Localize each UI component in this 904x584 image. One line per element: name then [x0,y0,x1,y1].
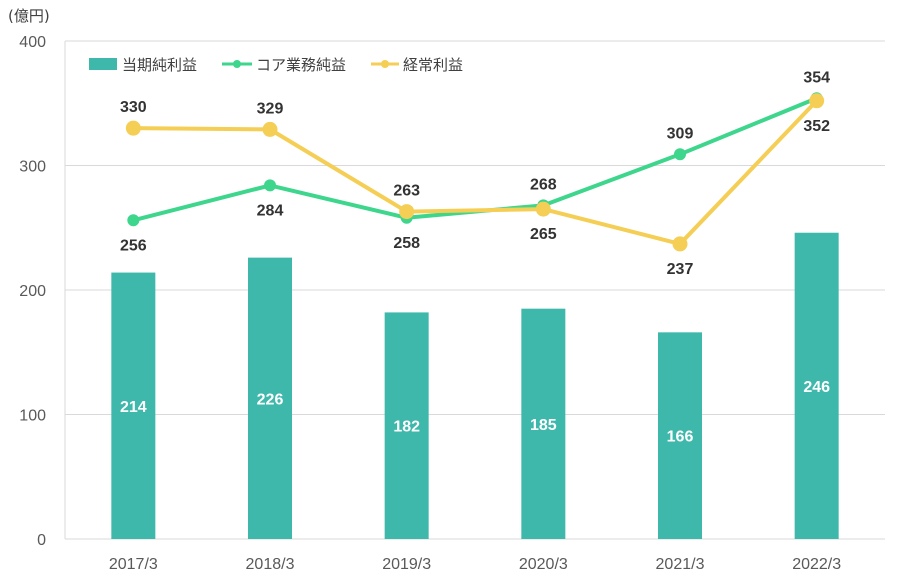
core-profit-marker [127,214,140,227]
x-tick-label: 2018/3 [246,556,295,573]
bar [384,312,429,539]
legend-label-net-income: 当期純利益 [122,56,197,74]
bar-value-label: 185 [530,417,557,434]
line-series [125,92,825,252]
y-tick-label: 200 [19,283,46,300]
ordinary-profit-value-label: 265 [530,226,557,243]
y-tick-label: 400 [19,34,46,51]
core-profit-value-label: 284 [257,202,284,219]
legend-swatch-ordinary-marker [381,60,389,68]
x-tick-label: 2021/3 [656,556,705,573]
ordinary-profit-value-label: 352 [803,118,830,135]
unit-label: (億円) [8,7,50,25]
ordinary-profit-value-label: 263 [393,183,420,200]
y-tick-label: 100 [19,408,46,425]
y-tick-label: 300 [19,159,46,176]
bar [111,272,156,539]
x-tick-label: 2017/3 [109,556,158,573]
legend-label-core: コア業務純益 [256,56,346,74]
ordinary-profit-marker [672,236,688,252]
ordinary-profit-value-label: 237 [667,261,694,278]
data-labels: 214 226 182 185 166 246 256 330 284 329 258 263 268 2… [120,69,830,445]
bar-value-label: 166 [667,429,694,446]
core-profit-value-label: 256 [120,237,147,254]
ordinary-profit-line [133,99,819,246]
core-profit-value-label: 309 [667,125,694,142]
bar [521,308,566,539]
ordinary-profit-marker [535,201,551,217]
ordinary-profit-marker [125,120,141,136]
legend-swatch-core-marker [233,60,241,68]
ordinary-profit-marker [262,121,278,137]
bar-value-label: 226 [257,391,284,408]
legend-swatch-net-income [89,58,117,70]
ordinary-profit-value-label: 330 [120,99,147,116]
x-axis-ticks: 2017/3 2018/3 2019/3 2020/3 2021/3 2022/3 [109,556,841,573]
bar [658,332,702,539]
bar-value-label: 214 [120,399,147,416]
ordinary-profit-marker [399,204,415,220]
legend: 当期純利益 コア業務純益 経常利益 [89,56,463,74]
x-tick-label: 2022/3 [792,556,841,573]
gridlines [64,40,885,540]
bar-value-label: 182 [393,419,420,436]
bar-series [111,232,839,540]
core-profit-value-label: 354 [803,69,830,86]
core-profit-marker [264,179,276,192]
y-tick-label: 0 [37,532,46,549]
core-profit-value-label: 268 [530,176,557,193]
bar [794,232,839,540]
core-profit-line [132,96,818,223]
bar [248,257,292,539]
y-axis-ticks: 0 100 200 300 400 [19,34,46,549]
core-profit-marker [674,148,686,161]
ordinary-profit-marker [809,93,825,109]
x-tick-label: 2020/3 [519,556,568,573]
core-profit-value-label: 258 [393,235,420,252]
x-tick-label: 2019/3 [382,556,431,573]
legend-label-ordinary: 経常利益 [403,56,463,74]
bar-value-label: 246 [803,379,830,396]
ordinary-profit-value-label: 329 [257,100,284,117]
